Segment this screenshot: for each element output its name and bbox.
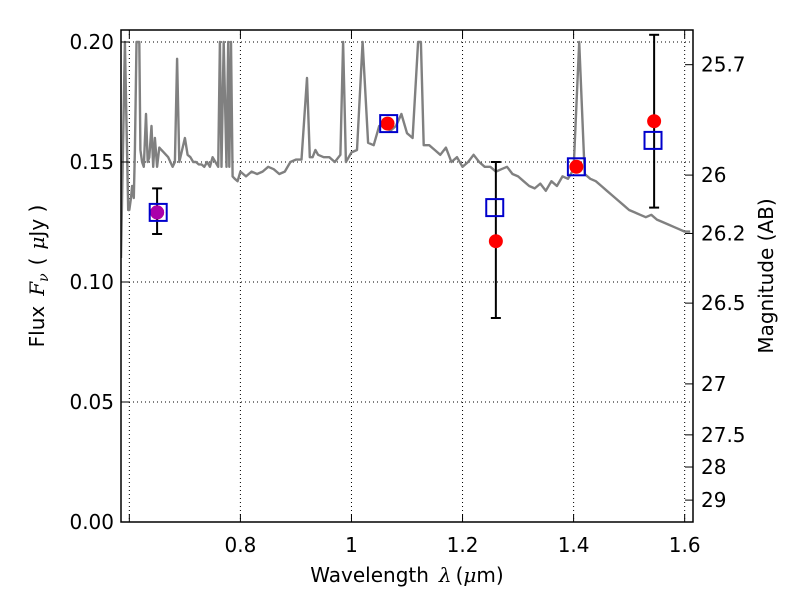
x-tick-label: 0.8	[224, 533, 256, 557]
data-point	[488, 234, 503, 249]
y2-tick-label: 26.5	[701, 291, 746, 315]
y2-tick-label: 27.5	[701, 423, 746, 447]
y-tick-label: 0.10	[69, 270, 114, 294]
spectrum-line	[121, 40, 691, 259]
x-tick-label: 1.4	[558, 533, 590, 557]
data-point	[380, 116, 395, 131]
x-tick-label: 1.6	[669, 533, 701, 557]
model-square	[379, 114, 399, 134]
axis-ticks: 0.8 1 1.2 1.4 1.6 0.00 0.05 0.10 0.15 0.20 25.7 26 2…	[69, 30, 746, 557]
y-axis-label: FluxFν(μJy )	[25, 205, 52, 348]
data-point	[150, 205, 165, 220]
data-point	[647, 114, 662, 129]
model-square	[643, 130, 663, 150]
x-tick-label: 1.2	[447, 533, 479, 557]
plot-frame	[120, 29, 694, 523]
y2-tick-label: 27	[701, 372, 726, 396]
plot-area	[121, 33, 691, 319]
model-square	[148, 202, 168, 222]
x-axis-label: Wavelength λ (μm)	[310, 563, 503, 587]
y2-axis-label: Magnitude (AB)	[754, 198, 778, 353]
grid	[121, 30, 693, 523]
y2-tick-label: 26.2	[701, 221, 746, 245]
y2-tick-label: 25.7	[701, 53, 746, 77]
y2-tick-label: 29	[701, 488, 726, 512]
y-tick-label: 0.15	[69, 150, 114, 174]
model-square	[485, 198, 505, 218]
x-tick-label: 1	[345, 533, 358, 557]
y2-tick-label: 26	[701, 163, 726, 187]
y-tick-label: 0.20	[69, 30, 114, 54]
y-tick-label: 0.05	[69, 390, 114, 414]
model-square	[566, 157, 586, 177]
y-tick-label: 0.00	[69, 510, 114, 534]
data-point	[569, 159, 584, 174]
y2-tick-label: 28	[701, 455, 726, 479]
